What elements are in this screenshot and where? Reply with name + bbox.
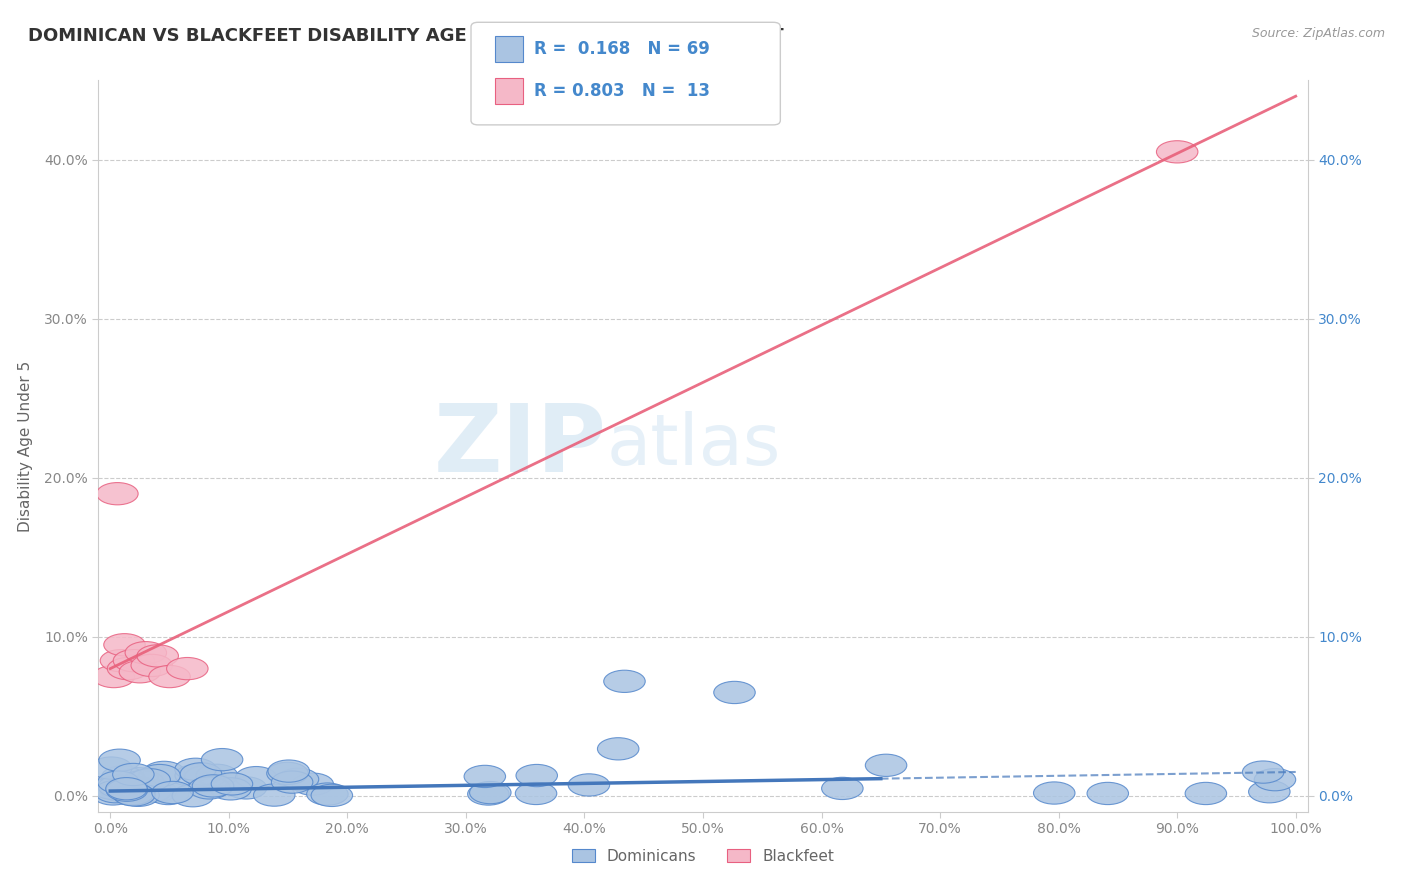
Ellipse shape — [149, 665, 190, 688]
Ellipse shape — [470, 781, 510, 804]
Ellipse shape — [516, 764, 557, 787]
Ellipse shape — [603, 670, 645, 692]
Ellipse shape — [112, 764, 155, 786]
Ellipse shape — [166, 657, 208, 680]
Ellipse shape — [197, 764, 238, 787]
Ellipse shape — [253, 784, 295, 806]
Text: R =  0.168   N = 69: R = 0.168 N = 69 — [534, 40, 710, 58]
Ellipse shape — [97, 771, 139, 793]
Ellipse shape — [98, 775, 139, 797]
Ellipse shape — [464, 765, 506, 788]
Ellipse shape — [209, 778, 252, 800]
Ellipse shape — [1254, 769, 1296, 791]
Ellipse shape — [101, 765, 143, 788]
Ellipse shape — [93, 665, 135, 688]
Text: DOMINICAN VS BLACKFEET DISABILITY AGE UNDER 5 CORRELATION CHART: DOMINICAN VS BLACKFEET DISABILITY AGE UN… — [28, 27, 783, 45]
Y-axis label: Disability Age Under 5: Disability Age Under 5 — [18, 360, 32, 532]
Ellipse shape — [211, 772, 253, 795]
Ellipse shape — [98, 749, 141, 772]
Ellipse shape — [114, 776, 156, 798]
Ellipse shape — [129, 780, 172, 803]
Ellipse shape — [468, 783, 509, 805]
Ellipse shape — [311, 784, 353, 806]
Ellipse shape — [117, 767, 159, 789]
Ellipse shape — [1249, 780, 1291, 803]
Ellipse shape — [94, 780, 136, 803]
Ellipse shape — [184, 765, 226, 788]
Ellipse shape — [101, 780, 142, 802]
Ellipse shape — [172, 785, 214, 807]
Ellipse shape — [188, 777, 231, 799]
Ellipse shape — [115, 776, 157, 798]
Ellipse shape — [821, 777, 863, 799]
Ellipse shape — [93, 777, 134, 799]
Ellipse shape — [90, 757, 132, 780]
Ellipse shape — [714, 681, 755, 704]
Ellipse shape — [1033, 782, 1076, 805]
Ellipse shape — [105, 778, 148, 800]
Ellipse shape — [112, 782, 153, 805]
Ellipse shape — [598, 738, 638, 760]
Ellipse shape — [235, 766, 277, 789]
Ellipse shape — [271, 771, 314, 793]
Ellipse shape — [114, 780, 156, 802]
Ellipse shape — [267, 763, 308, 785]
Ellipse shape — [107, 657, 149, 680]
Ellipse shape — [307, 783, 349, 805]
Ellipse shape — [1157, 141, 1198, 163]
Ellipse shape — [118, 784, 159, 806]
Text: R = 0.803   N =  13: R = 0.803 N = 13 — [534, 82, 710, 100]
Ellipse shape — [292, 773, 333, 796]
Legend: Dominicans, Blackfeet: Dominicans, Blackfeet — [565, 843, 841, 870]
Ellipse shape — [125, 641, 166, 664]
Ellipse shape — [105, 779, 148, 801]
Ellipse shape — [568, 773, 610, 796]
Ellipse shape — [104, 633, 145, 656]
Ellipse shape — [225, 777, 267, 799]
Ellipse shape — [122, 771, 163, 793]
Ellipse shape — [865, 754, 907, 776]
Text: Source: ZipAtlas.com: Source: ZipAtlas.com — [1251, 27, 1385, 40]
Ellipse shape — [515, 782, 557, 805]
Ellipse shape — [174, 758, 217, 780]
Ellipse shape — [114, 784, 155, 806]
Ellipse shape — [139, 764, 180, 787]
Ellipse shape — [1185, 782, 1226, 805]
Ellipse shape — [131, 655, 173, 676]
Ellipse shape — [269, 760, 309, 782]
Ellipse shape — [152, 781, 193, 804]
Ellipse shape — [1243, 761, 1284, 783]
Ellipse shape — [180, 763, 222, 785]
Ellipse shape — [114, 649, 155, 672]
Ellipse shape — [110, 783, 152, 805]
Text: atlas: atlas — [606, 411, 780, 481]
Ellipse shape — [91, 777, 134, 799]
Ellipse shape — [100, 649, 142, 672]
Ellipse shape — [148, 782, 188, 805]
Text: ZIP: ZIP — [433, 400, 606, 492]
Ellipse shape — [129, 769, 170, 791]
Ellipse shape — [277, 768, 319, 790]
Ellipse shape — [174, 764, 217, 787]
Ellipse shape — [193, 775, 233, 797]
Ellipse shape — [120, 661, 160, 683]
Ellipse shape — [135, 780, 177, 802]
Ellipse shape — [143, 761, 184, 783]
Ellipse shape — [136, 645, 179, 667]
Ellipse shape — [107, 778, 148, 800]
Ellipse shape — [111, 777, 152, 799]
Ellipse shape — [1087, 782, 1129, 805]
Ellipse shape — [201, 748, 243, 771]
Ellipse shape — [97, 483, 138, 505]
Ellipse shape — [93, 783, 134, 805]
